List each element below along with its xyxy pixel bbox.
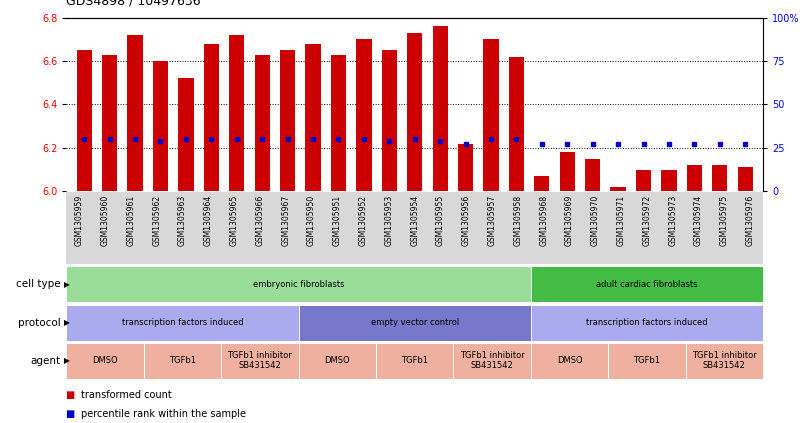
Text: ▶: ▶ (64, 318, 70, 327)
Bar (535, 176, 549, 191)
Bar (712, 165, 727, 191)
Bar (661, 170, 676, 191)
Bar (636, 170, 651, 191)
Text: ■: ■ (66, 409, 79, 419)
Text: cell type: cell type (16, 280, 61, 289)
Bar (77, 50, 92, 191)
Bar (509, 57, 524, 191)
Text: GSM1305957: GSM1305957 (488, 195, 497, 246)
Text: GSM1305958: GSM1305958 (514, 195, 522, 246)
Text: GSM1305962: GSM1305962 (152, 195, 161, 246)
Bar (585, 159, 600, 191)
Text: GSM1305964: GSM1305964 (204, 195, 213, 246)
Text: ▶: ▶ (64, 356, 70, 365)
Bar (280, 50, 295, 191)
Text: transcription factors induced: transcription factors induced (586, 318, 708, 327)
Text: GSM1305976: GSM1305976 (746, 195, 755, 246)
Text: ▶: ▶ (64, 280, 70, 289)
Bar (484, 39, 499, 191)
Bar (560, 152, 575, 191)
Bar (687, 165, 702, 191)
Text: GSM1305969: GSM1305969 (565, 195, 574, 246)
Text: TGFb1: TGFb1 (633, 356, 660, 365)
Text: DMSO: DMSO (325, 356, 350, 365)
Text: embryonic fibroblasts: embryonic fibroblasts (253, 280, 344, 289)
Text: GDS4898 / 10497636: GDS4898 / 10497636 (66, 0, 201, 7)
Text: GSM1305954: GSM1305954 (410, 195, 420, 246)
Text: GSM1305966: GSM1305966 (255, 195, 264, 246)
Text: GSM1305970: GSM1305970 (590, 195, 600, 246)
Text: GSM1305956: GSM1305956 (462, 195, 471, 246)
Text: adult cardiac fibroblasts: adult cardiac fibroblasts (596, 280, 697, 289)
Bar (254, 55, 270, 191)
Bar (203, 44, 219, 191)
Bar (738, 168, 752, 191)
Bar (611, 187, 626, 191)
Text: percentile rank within the sample: percentile rank within the sample (81, 409, 246, 419)
Bar (382, 50, 397, 191)
Bar (330, 55, 346, 191)
Bar (229, 35, 245, 191)
Text: GSM1305968: GSM1305968 (539, 195, 548, 246)
Text: TGFb1 inhibitor
SB431542: TGFb1 inhibitor SB431542 (228, 351, 292, 370)
Text: agent: agent (31, 356, 61, 365)
Text: GSM1305965: GSM1305965 (229, 195, 239, 246)
Text: GSM1305961: GSM1305961 (126, 195, 135, 246)
Text: GSM1305951: GSM1305951 (333, 195, 342, 246)
Text: ■: ■ (66, 390, 79, 400)
Text: TGFb1 inhibitor
SB431542: TGFb1 inhibitor SB431542 (460, 351, 525, 370)
Text: GSM1305953: GSM1305953 (385, 195, 394, 246)
Text: TGFb1 inhibitor
SB431542: TGFb1 inhibitor SB431542 (692, 351, 757, 370)
Bar (458, 143, 473, 191)
Text: empty vector control: empty vector control (371, 318, 458, 327)
Text: GSM1305952: GSM1305952 (359, 195, 368, 246)
Text: TGFb1: TGFb1 (169, 356, 196, 365)
Text: DMSO: DMSO (92, 356, 118, 365)
Text: GSM1305974: GSM1305974 (694, 195, 703, 246)
Bar (407, 33, 422, 191)
Text: GSM1305972: GSM1305972 (642, 195, 651, 246)
Text: GSM1305963: GSM1305963 (178, 195, 187, 246)
Text: GSM1305955: GSM1305955 (436, 195, 445, 246)
Text: GSM1305973: GSM1305973 (668, 195, 677, 246)
Text: GSM1305971: GSM1305971 (616, 195, 625, 246)
Text: transcription factors induced: transcription factors induced (122, 318, 243, 327)
Text: GSM1305967: GSM1305967 (281, 195, 290, 246)
Text: GSM1305950: GSM1305950 (307, 195, 316, 246)
Bar (356, 39, 372, 191)
Text: transformed count: transformed count (81, 390, 172, 400)
Text: TGFb1: TGFb1 (401, 356, 428, 365)
Text: GSM1305959: GSM1305959 (75, 195, 83, 246)
Bar (433, 27, 448, 191)
Bar (127, 35, 143, 191)
Bar (305, 44, 321, 191)
Text: DMSO: DMSO (556, 356, 582, 365)
Bar (153, 61, 168, 191)
Text: GSM1305960: GSM1305960 (100, 195, 109, 246)
Text: GSM1305975: GSM1305975 (720, 195, 729, 246)
Bar (178, 79, 194, 191)
Bar (102, 55, 117, 191)
Text: protocol: protocol (18, 318, 61, 327)
